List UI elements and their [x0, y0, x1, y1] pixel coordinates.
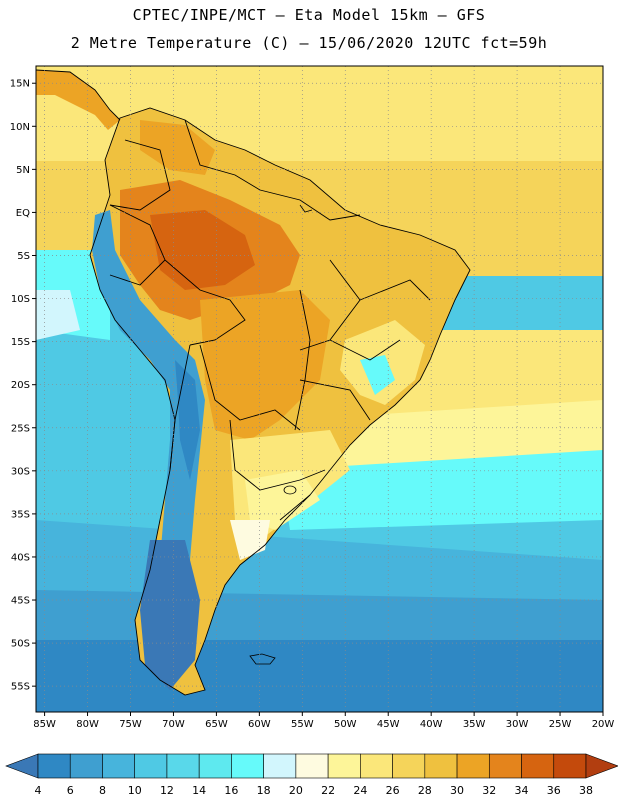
colorbar-swatch — [295, 753, 329, 779]
colorbar-label: 18 — [257, 784, 271, 797]
lat-label: 45S — [11, 596, 30, 607]
colorbar-swatch — [424, 753, 458, 779]
lon-label: 40W — [420, 719, 443, 730]
falkland-islands — [249, 653, 276, 665]
map-title-line1: CPTEC/INPE/MCT – Eta Model 15km – GFS — [132, 6, 486, 24]
colorbar-label: 32 — [482, 784, 496, 797]
colorbar-label: 6 — [67, 784, 74, 797]
colorbar-swatch — [488, 753, 522, 779]
longitude-labels: 85W 80W 75W 70W 65W 60W 55W 50W 45W 40W 35W 30W 25W 2… — [33, 719, 614, 730]
lon-label: 30W — [506, 719, 529, 730]
river-marker — [299, 204, 313, 213]
lon-label: 70W — [162, 719, 185, 730]
lat-label: EQ — [16, 208, 30, 219]
colorbar-label: 22 — [321, 784, 335, 797]
lon-label: 80W — [76, 719, 99, 730]
colorbar-label: 36 — [547, 784, 561, 797]
lat-label: 15S — [11, 337, 30, 348]
colorbar-label: 12 — [160, 784, 174, 797]
lon-label: 25W — [549, 719, 572, 730]
colorbar-label: 10 — [128, 784, 142, 797]
patagonia-cold — [140, 540, 200, 690]
colorbar-label: 38 — [579, 784, 593, 797]
lat-label: 35S — [11, 509, 30, 520]
country-borders — [36, 69, 471, 696]
colorbar-swatch — [198, 753, 232, 779]
colorbar-swatch — [231, 753, 264, 779]
brazil-highlands-patch — [360, 355, 395, 395]
colorbar-label: 28 — [418, 784, 432, 797]
colorbar-label: 4 — [35, 784, 42, 797]
lat-label: 50S — [11, 639, 30, 650]
lat-label: 10N — [10, 122, 30, 133]
lon-label: 20W — [592, 719, 615, 730]
lon-label: 55W — [291, 719, 314, 730]
colorbar-label: 30 — [450, 784, 464, 797]
ocean-south-colder — [36, 640, 603, 712]
northern-hot-region — [140, 120, 215, 175]
lon-label: 85W — [33, 719, 56, 730]
ocean-atlantic-cool — [280, 450, 603, 530]
central-warm-region — [200, 290, 330, 440]
ocean-pacific-cool — [36, 290, 80, 340]
colorbar-label: 8 — [99, 784, 106, 797]
lat-label: 55S — [11, 682, 30, 693]
lat-label: 5N — [16, 165, 30, 176]
lon-label: 50W — [334, 719, 357, 730]
lat-label: 20S — [11, 380, 30, 391]
colorbar-swatch — [69, 753, 103, 779]
central-america — [36, 70, 120, 130]
colorbar-labels: 4 6 8 10 12 14 16 18 20 22 24 26 28 30 32 34 36 38 — [35, 784, 594, 797]
colorbar-label: 16 — [224, 784, 238, 797]
lon-label: 75W — [119, 719, 142, 730]
colorbar-swatch — [327, 753, 361, 779]
colorbar — [5, 753, 618, 779]
pampas-cool — [230, 520, 270, 560]
graticule — [32, 66, 604, 716]
colorbar-swatch — [102, 753, 136, 779]
colorbar-swatch — [263, 753, 297, 779]
lon-label: 45W — [377, 719, 400, 730]
lat-label: 25S — [11, 423, 30, 434]
colorbar-swatch — [456, 753, 490, 779]
lon-label: 65W — [205, 719, 228, 730]
colorbar-swatch — [553, 753, 587, 779]
colorbar-label: 14 — [192, 784, 206, 797]
map-title-line2: 2 Metre Temperature (C) – 15/06/2020 12U… — [70, 34, 548, 52]
lon-label: 35W — [463, 719, 486, 730]
colorbar-label: 34 — [515, 784, 529, 797]
colorbar-label: 26 — [386, 784, 400, 797]
lake-outline — [283, 485, 297, 495]
latitude-labels: 15N 10N 5N EQ 5S 10S 15S 20S 25S 30S 35S 40S 45S 50S 5… — [10, 79, 30, 693]
colorbar-swatch — [166, 753, 200, 779]
pampas-mild — [245, 470, 320, 530]
colorbar-label: 20 — [289, 784, 303, 797]
lat-label: 15N — [10, 79, 30, 90]
lat-label: 40S — [11, 552, 30, 563]
colorbar-swatch — [392, 753, 426, 779]
map-field — [36, 66, 603, 712]
colorbar-swatch — [521, 753, 555, 779]
lat-label: 5S — [17, 251, 30, 262]
colorbar-label: 24 — [353, 784, 367, 797]
colorbar-swatch — [134, 753, 168, 779]
map-frame — [35, 65, 604, 713]
lat-label: 30S — [11, 466, 30, 477]
colorbar-swatch — [37, 753, 71, 779]
lon-label: 60W — [248, 719, 271, 730]
colorbar-swatch — [360, 753, 393, 779]
lat-label: 10S — [11, 294, 30, 305]
colorbar-max-arrow — [585, 753, 618, 779]
colorbar-min-arrow — [5, 753, 39, 779]
